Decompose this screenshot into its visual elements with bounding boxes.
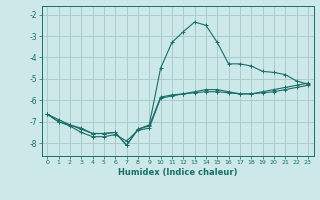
X-axis label: Humidex (Indice chaleur): Humidex (Indice chaleur) [118,168,237,177]
